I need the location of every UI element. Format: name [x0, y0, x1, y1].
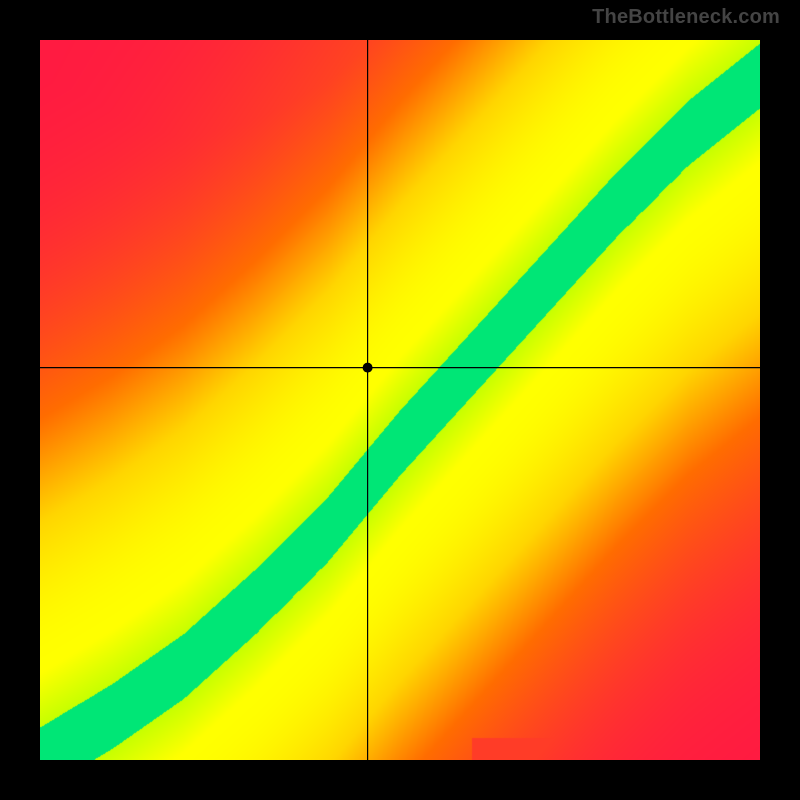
chart-frame: { "watermark": "TheBottleneck.com", "wat… — [0, 0, 800, 800]
watermark-text: TheBottleneck.com — [592, 6, 780, 29]
bottleneck-heatmap — [40, 40, 760, 760]
